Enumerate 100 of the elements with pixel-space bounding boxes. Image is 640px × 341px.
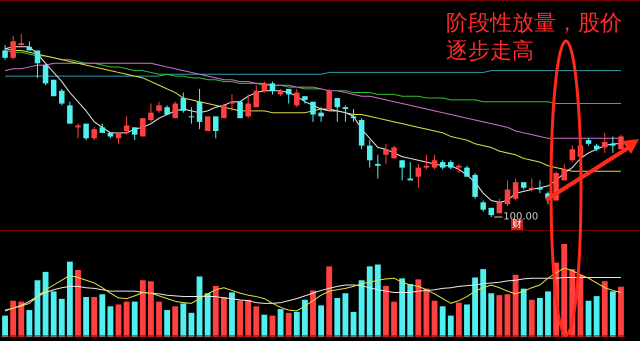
bar — [383, 286, 389, 337]
candlestick — [416, 163, 422, 188]
bar — [602, 281, 608, 337]
candlestick — [448, 160, 454, 170]
bar — [99, 294, 106, 337]
bar — [415, 279, 422, 337]
bar — [536, 298, 543, 337]
candlestick — [124, 116, 130, 136]
candlestick — [561, 163, 567, 181]
bar — [472, 277, 478, 337]
bar — [50, 291, 57, 337]
candlestick — [237, 101, 243, 119]
bar — [140, 280, 146, 337]
candlestick — [407, 162, 413, 181]
candlestick — [132, 126, 138, 141]
bar — [58, 298, 65, 337]
candlestick — [529, 178, 535, 192]
bar — [520, 288, 527, 337]
candlestick — [59, 88, 65, 106]
candlestick — [83, 123, 89, 141]
bar — [318, 305, 324, 337]
candlestick — [188, 106, 194, 124]
candlestick — [391, 145, 397, 159]
bar — [424, 288, 430, 337]
bar — [91, 297, 98, 337]
candlestick — [245, 94, 251, 119]
bar — [83, 297, 90, 337]
bar — [180, 304, 186, 337]
bar — [124, 302, 130, 337]
candlestick — [496, 198, 502, 214]
candlestick — [91, 126, 97, 141]
candlestick — [310, 101, 316, 122]
candlestick — [504, 180, 510, 207]
bar — [229, 292, 235, 337]
bar — [196, 276, 202, 337]
candlestick — [472, 172, 478, 200]
candlestick — [334, 98, 340, 122]
bar — [42, 272, 48, 337]
bar — [156, 302, 162, 337]
bar — [26, 310, 32, 337]
bar — [456, 302, 462, 337]
candlestick — [537, 180, 543, 194]
bar — [75, 270, 81, 337]
candlestick — [172, 101, 178, 119]
bar — [374, 264, 381, 337]
candlestick — [375, 154, 381, 180]
bar — [270, 316, 276, 337]
candlestick — [221, 103, 227, 119]
candlestick — [140, 118, 146, 137]
candlestick — [2, 44, 8, 60]
bar — [391, 302, 397, 337]
bar — [399, 278, 406, 337]
candlestick — [67, 101, 73, 124]
candlestick — [254, 84, 260, 108]
candlestick — [26, 40, 32, 51]
candlestick — [204, 116, 210, 132]
bar — [261, 314, 268, 337]
candlestick — [196, 88, 202, 130]
bar — [578, 274, 584, 337]
bar — [618, 286, 624, 337]
bar — [594, 296, 600, 337]
candlestick — [318, 106, 324, 122]
candlestick — [399, 160, 405, 181]
candlestick — [570, 145, 576, 163]
bar — [432, 300, 438, 337]
bar — [204, 293, 211, 337]
bar — [342, 293, 348, 337]
bar — [334, 298, 340, 337]
candlestick — [10, 35, 16, 60]
candlestick — [270, 81, 276, 95]
bar — [116, 304, 122, 337]
bar — [286, 312, 292, 337]
candlestick — [156, 101, 162, 114]
candlestick — [213, 116, 219, 139]
candlestick — [618, 134, 624, 150]
bar — [586, 300, 592, 337]
candlestick — [286, 88, 292, 104]
candlestick — [229, 94, 235, 112]
bar — [528, 300, 535, 337]
candlestick — [366, 140, 372, 168]
bar — [237, 300, 243, 337]
bar — [302, 300, 308, 337]
bar — [294, 312, 300, 337]
candlestick — [294, 88, 300, 108]
bar — [220, 297, 227, 337]
bar — [310, 290, 316, 337]
candlestick — [602, 132, 608, 154]
bar — [10, 300, 16, 337]
candlestick — [262, 81, 268, 94]
candlestick — [480, 200, 486, 212]
candlestick — [326, 88, 332, 110]
candlestick — [75, 123, 81, 139]
candlestick — [512, 178, 518, 202]
candlestick — [42, 62, 48, 86]
bar — [164, 310, 170, 337]
bar — [132, 302, 138, 337]
bar — [545, 291, 551, 337]
bar — [278, 309, 284, 337]
candlestick — [34, 50, 40, 78]
candlestick — [383, 143, 389, 164]
